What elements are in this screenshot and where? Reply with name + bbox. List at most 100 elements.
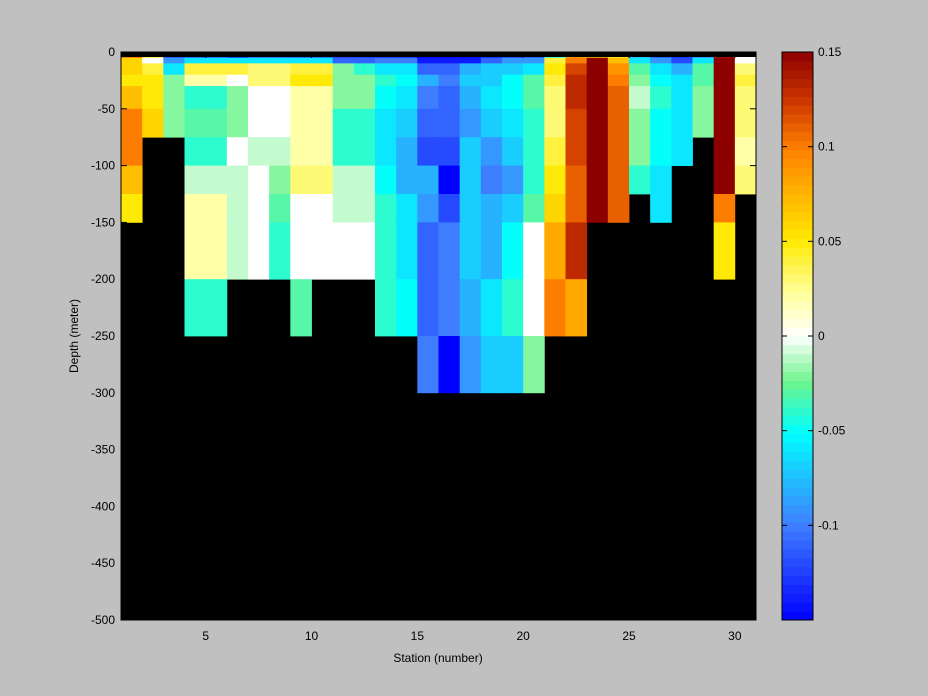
heatmap-cell [184,108,207,138]
heatmap-cell [226,57,249,64]
heatmap-cell [184,86,207,110]
heatmap-cell [248,86,270,110]
colorbar-swatch [782,424,813,435]
heatmap-cell [713,57,736,64]
heatmap-cell [650,86,672,110]
heatmap-cell [523,57,545,64]
heatmap-cell [184,137,207,166]
heatmap-cell [438,165,461,195]
heatmap-cell [269,108,291,138]
heatmap-cell [438,57,461,64]
y-tick-label: -250 [91,329,115,343]
colorbar-swatch [782,593,813,603]
heatmap-cell [290,63,312,76]
heatmap-cell [353,222,376,280]
colorbar-swatch [782,318,813,328]
colorbar-tick-label: 0.05 [818,234,842,248]
heatmap-cell [650,74,672,87]
heatmap-cell [332,137,355,166]
heatmap-cell [184,165,207,195]
heatmap-cell [142,86,164,110]
heatmap-cell [502,57,524,64]
heatmap-cell [375,108,397,138]
heatmap-cell [459,137,482,166]
heatmap-cell [586,165,609,195]
x-tick-label: 15 [411,629,425,643]
heatmap-cell [184,279,207,337]
heatmap-cell [226,108,249,138]
heatmap-cell [523,194,545,223]
y-tick-label: -300 [91,386,115,400]
heatmap-cell [502,222,524,280]
heatmap-cell [353,86,376,110]
y-axis-label: Depth (meter) [67,299,81,373]
heatmap-cell [353,165,376,195]
heatmap-cell [544,74,566,87]
heatmap-cell [523,222,545,280]
heatmap-cell [438,222,461,280]
heatmap-cell [205,165,228,195]
heatmap-cell [480,74,503,87]
colorbar-swatch [782,131,813,142]
heatmap-cell [417,57,439,64]
heatmap-cell [375,137,397,166]
y-tick-label: -400 [91,499,115,513]
heatmap-cell [184,222,207,280]
heatmap-cell [248,74,270,87]
colorbar-swatch [782,52,813,62]
heatmap-cell [375,86,397,110]
heatmap-cell [290,108,312,138]
heatmap-cell [396,74,418,87]
heatmap-cell [459,63,482,76]
colorbar-swatch [782,451,813,461]
heatmap-cell [480,279,503,337]
colorbar-swatch [782,78,813,88]
heatmap-cell [713,194,736,223]
y-tick-label: -200 [91,272,115,286]
heatmap-cell [184,63,207,76]
heatmap-cell [353,108,376,138]
heatmap-cell [290,194,312,223]
colorbar-swatch [782,247,813,257]
heatmap-cell [163,74,185,87]
heatmap-cell [396,57,418,64]
colorbar-swatch [782,362,813,372]
colorbar-swatch [782,557,813,568]
heatmap-cell [396,165,418,195]
colorbar-swatch [782,185,813,195]
heatmap-cell [396,86,418,110]
heatmap-cell [629,86,651,110]
heatmap-cell [607,194,630,223]
heatmap-cell [396,222,418,280]
heatmap-cell [290,279,312,337]
heatmap-cell [375,57,397,64]
colorbar-swatch [782,69,813,80]
heatmap-cell [417,108,439,138]
heatmap-cell [607,165,630,195]
heatmap-cell [226,137,249,166]
heatmap-cell [502,165,524,195]
heatmap-cell [121,137,143,166]
heatmap-cell [502,336,524,394]
heatmap-cell [523,108,545,138]
heatmap-cell [226,165,249,195]
heatmap-cell [438,108,461,138]
heatmap-cell [332,222,355,280]
heatmap-cell [121,165,143,195]
heatmap-cell [311,57,334,64]
heatmap-cell [586,194,609,223]
heatmap-cell [226,222,249,280]
heatmap-cell [480,108,503,138]
heatmap-cell [248,57,270,64]
heatmap-cell [269,194,291,223]
heatmap-cell [607,63,630,76]
heatmap-cell [459,74,482,87]
colorbar-swatch [782,256,813,266]
heatmap-cell [290,222,312,280]
heatmap-cell [205,57,228,64]
heatmap-cell [734,137,757,166]
colorbar-swatch [782,282,813,293]
heatmap-cell [396,63,418,76]
colorbar-swatch [782,327,813,337]
heatmap-cell [480,57,503,64]
